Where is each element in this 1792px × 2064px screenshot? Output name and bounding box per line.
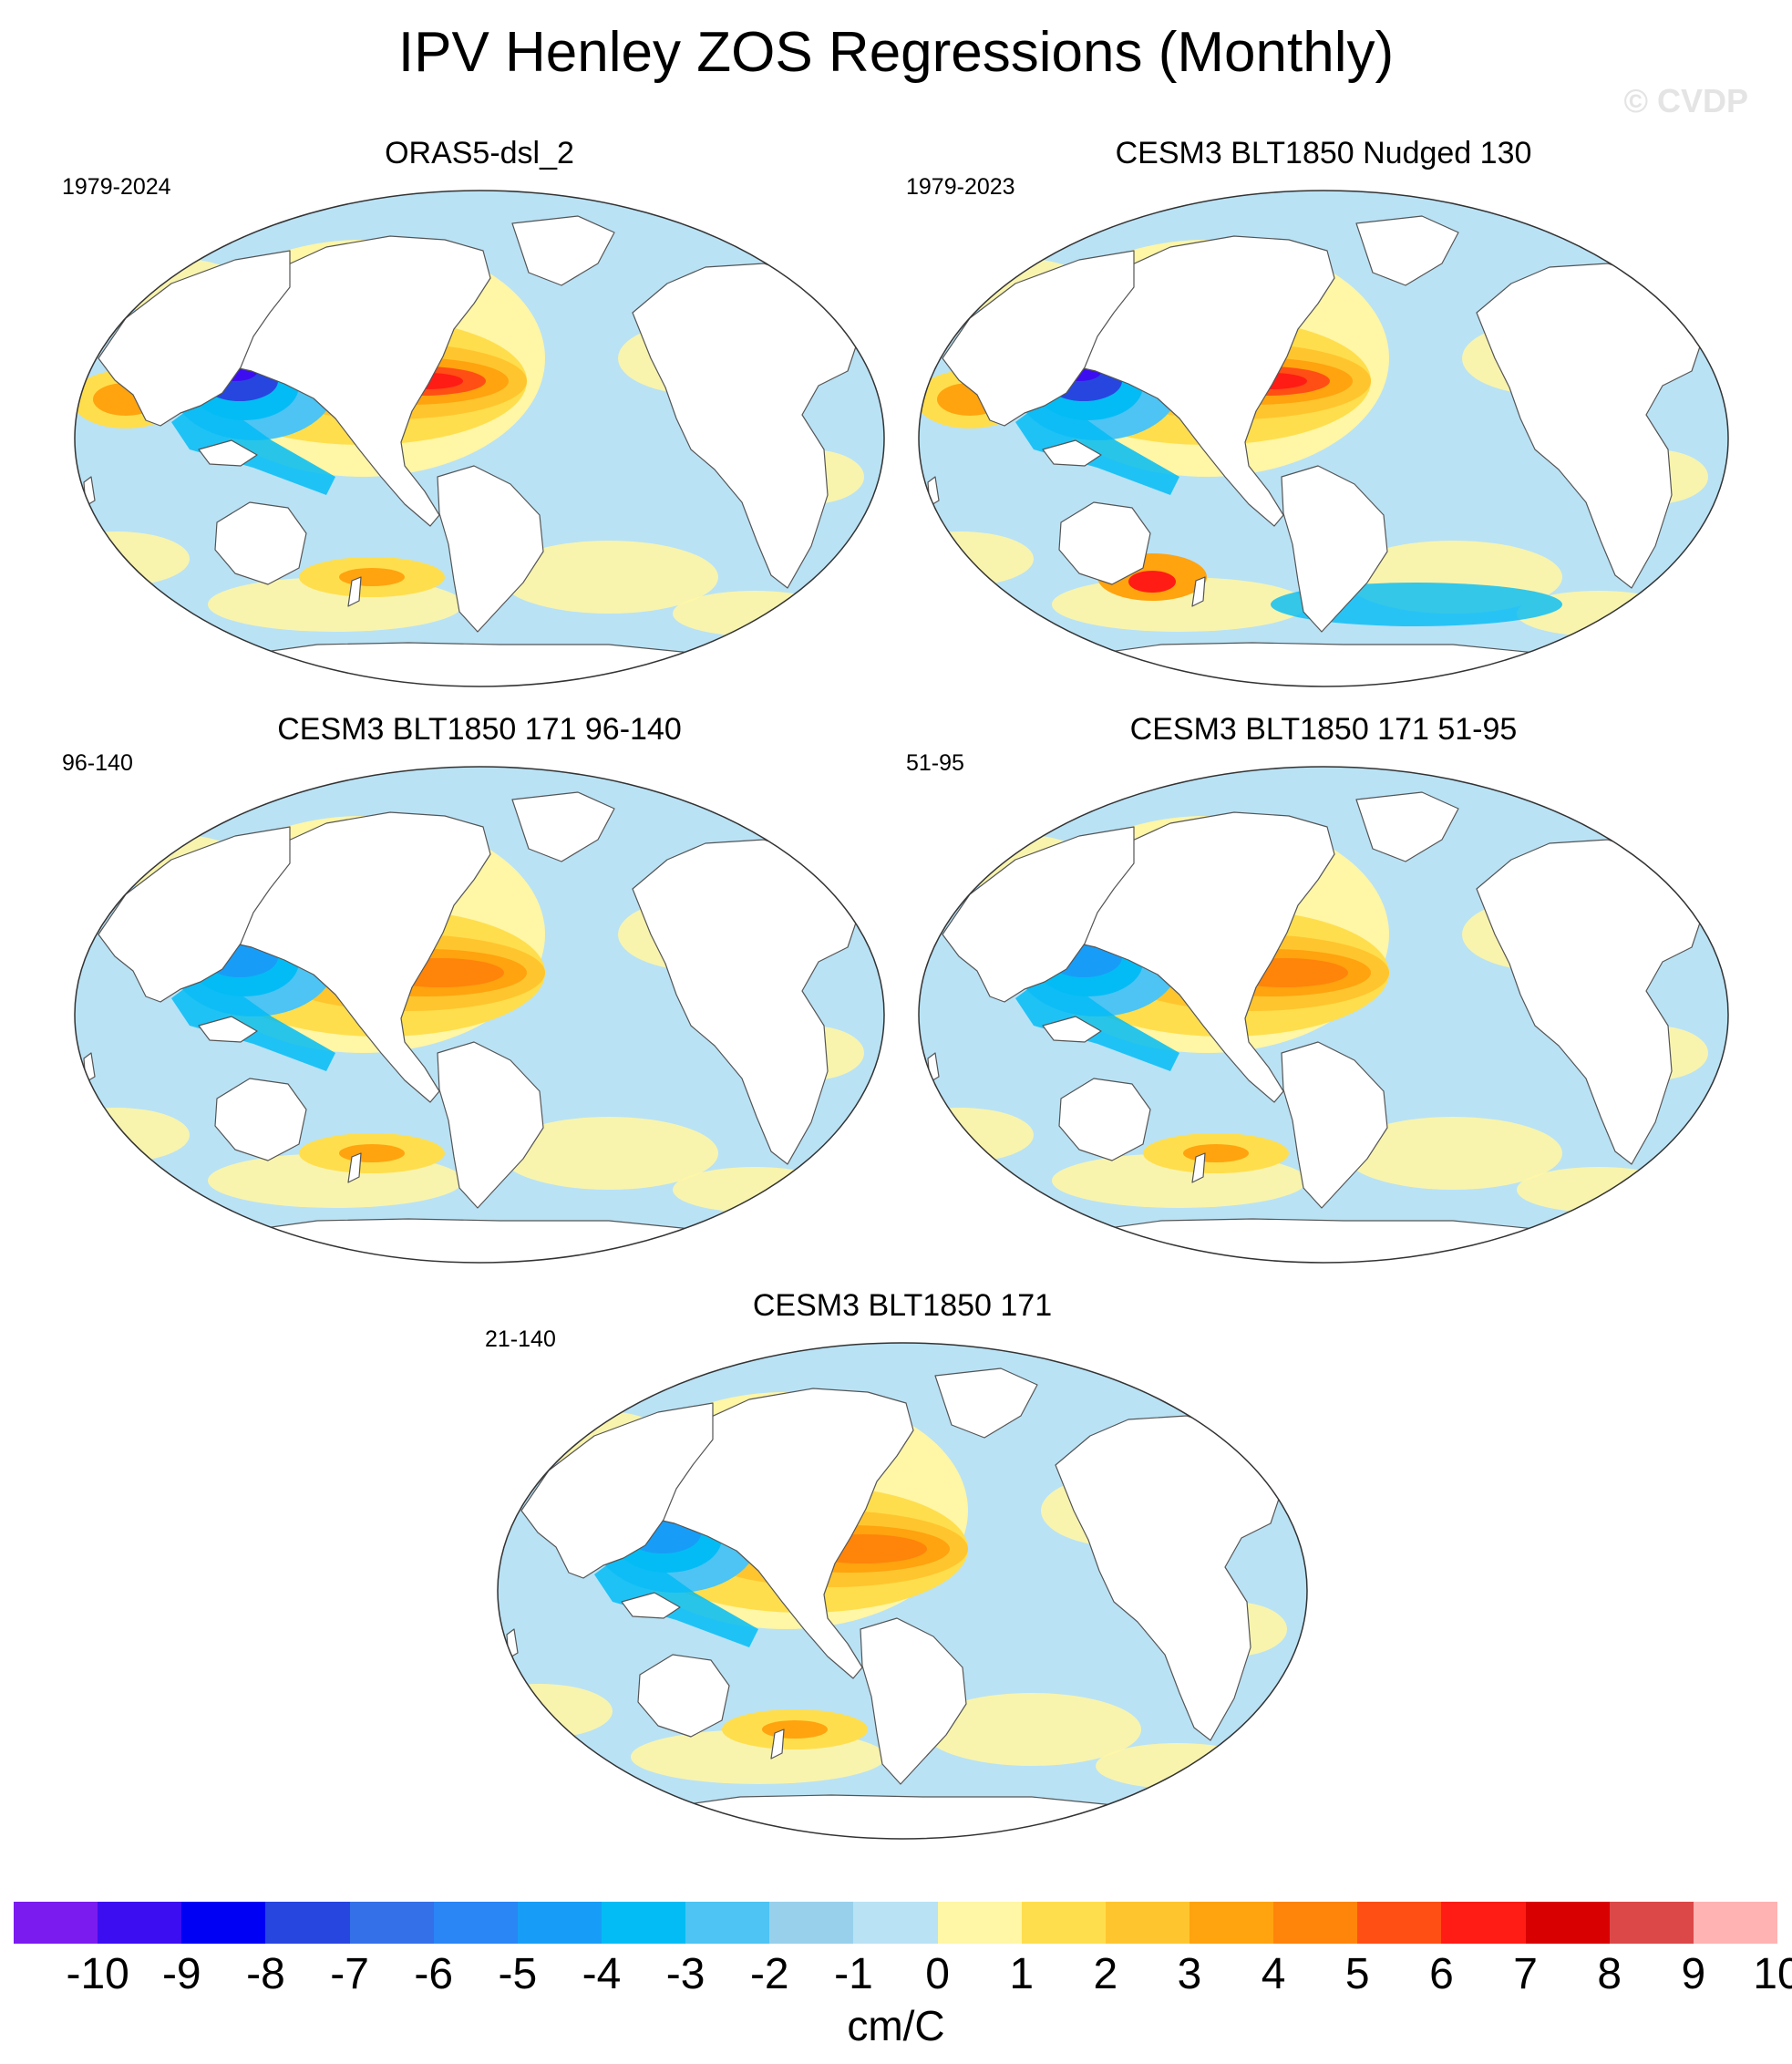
colorbar-swatch: [1525, 1902, 1610, 1944]
colorbar-tick-label: -1: [834, 1950, 873, 1998]
panel-period: 1979-2024: [62, 174, 171, 200]
colorbar-swatch: [433, 1902, 518, 1944]
map-panel-1: ORAS5-dsl_2 1979-2024: [62, 135, 897, 698]
colorbar-swatch: [1693, 1902, 1777, 1944]
robinson-map: [74, 190, 885, 687]
colorbar-tick-label: -6: [414, 1950, 454, 1998]
colorbar-swatch: [1189, 1902, 1274, 1944]
colorbar-tick-label: 3: [1177, 1950, 1202, 1998]
colorbar-swatch: [265, 1902, 350, 1944]
panel-title: CESM3 BLT1850 171 51-95: [1129, 712, 1518, 747]
colorbar-swatch: [853, 1902, 938, 1944]
colorbar-tick-label: -2: [749, 1950, 789, 1998]
colorbar-tick-label: 2: [1093, 1950, 1118, 1998]
panel-title: CESM3 BLT1850 171: [752, 1288, 1053, 1323]
colorbar-swatch: [1021, 1902, 1106, 1944]
colorbar-tick-label: 6: [1429, 1950, 1454, 1998]
colorbar-tick-label: 9: [1681, 1950, 1706, 1998]
map-panel-2: CESM3 BLT1850 Nudged 130 1979-2023: [906, 135, 1741, 698]
colorbar-tick-label: -4: [582, 1950, 622, 1998]
robinson-map: [918, 766, 1729, 1264]
figure-title: IPV Henley ZOS Regressions (Monthly): [397, 21, 1395, 84]
colorbar-swatch: [98, 1902, 182, 1944]
colorbar-swatch: [1609, 1902, 1694, 1944]
colorbar-tick-label: 4: [1261, 1950, 1286, 1998]
colorbar-swatch: [1105, 1902, 1190, 1944]
map-panel-4: CESM3 BLT1850 171 51-95 51-95: [906, 711, 1741, 1275]
map-panel-3: CESM3 BLT1850 171 96-140 96-140: [62, 711, 897, 1275]
colorbar-swatch: [1273, 1902, 1358, 1944]
map-panel-5: CESM3 BLT1850 171 21-140: [485, 1287, 1320, 1851]
panel-period: 1979-2023: [906, 174, 1015, 200]
colorbar-swatch: [14, 1902, 98, 1944]
colorbar-swatch: [937, 1902, 1022, 1944]
colorbar-units: cm/C: [847, 2002, 945, 2049]
colorbar-tick-label: -3: [665, 1950, 705, 1998]
watermark: © CVDP: [1623, 82, 1748, 119]
colorbar-tick-label: -5: [498, 1950, 538, 1998]
colorbar-swatch: [349, 1902, 434, 1944]
panel-title: CESM3 BLT1850 171 96-140: [277, 712, 682, 747]
robinson-map: [74, 766, 885, 1264]
robinson-map: [497, 1342, 1308, 1840]
panel-title: ORAS5-dsl_2: [385, 136, 574, 170]
colorbar-swatch: [1441, 1902, 1526, 1944]
colorbar-swatch: [685, 1902, 770, 1944]
colorbar-ticks: -10 -9 -8 -7 -6 -5 -4 -3 -2 -1 0 1 2 3 4 5 6 7 8 9 10: [14, 1949, 1792, 2000]
colorbar-tick-label: 7: [1513, 1950, 1538, 1998]
panel-period: 51-95: [906, 750, 964, 776]
colorbar-tick-label: -8: [246, 1950, 285, 1998]
colorbar-swatch: [1357, 1902, 1442, 1944]
colorbar-swatch: [517, 1902, 602, 1944]
panel-title: CESM3 BLT1850 Nudged 130: [1115, 136, 1532, 170]
colorbar-tick-label: 0: [925, 1950, 950, 1998]
panel-period: 96-140: [62, 750, 133, 776]
colorbar: [14, 1902, 1777, 1944]
colorbar-tick-label: 8: [1597, 1950, 1622, 1998]
colorbar-swatch: [181, 1902, 266, 1944]
colorbar-tick-label: 5: [1344, 1950, 1370, 1998]
colorbar-tick-label: 1: [1009, 1950, 1035, 1998]
colorbar-tick-label: -7: [330, 1950, 369, 1998]
colorbar-tick-label: 10: [1753, 1950, 1792, 1998]
colorbar-tick-label: -10: [66, 1950, 129, 1998]
colorbar-tick-label: -9: [161, 1950, 201, 1998]
colorbar-swatch: [601, 1902, 686, 1944]
colorbar-swatch: [769, 1902, 854, 1944]
panel-period: 21-140: [485, 1326, 556, 1352]
robinson-map: [918, 190, 1729, 687]
